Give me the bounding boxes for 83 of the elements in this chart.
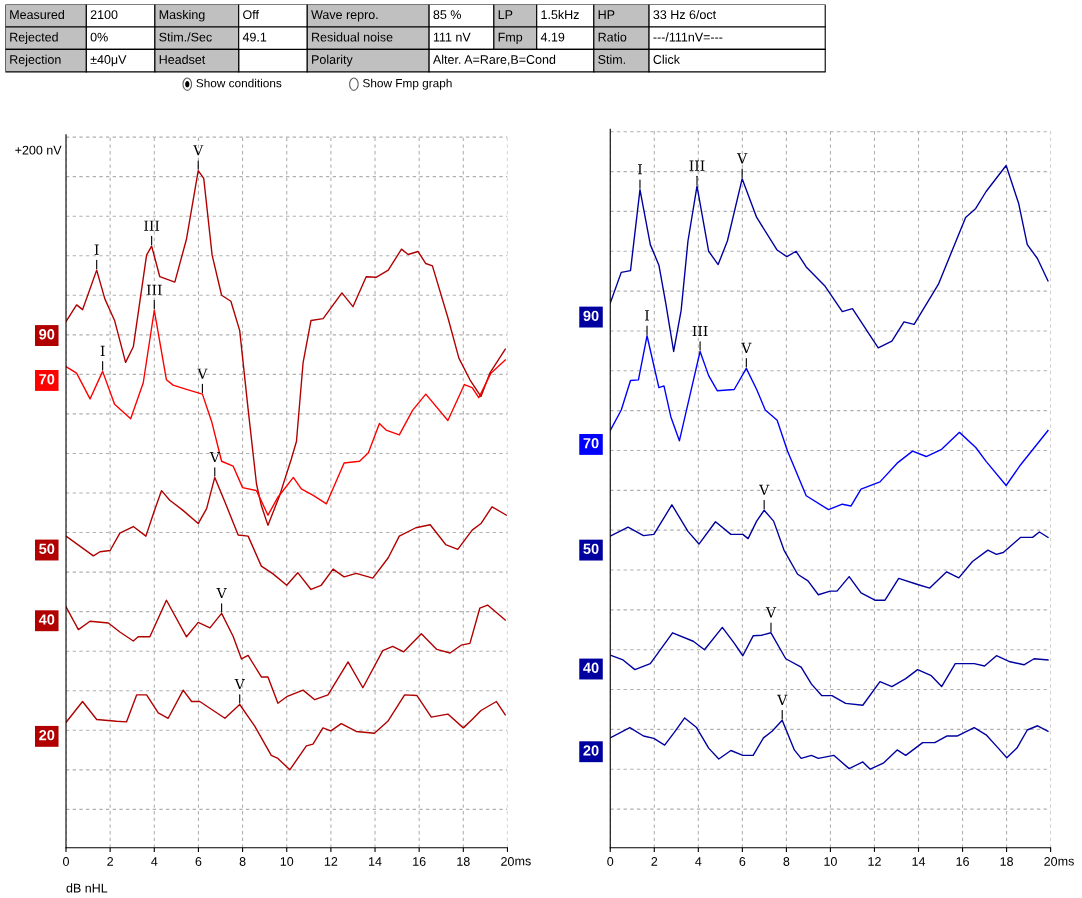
annotation: V: [209, 451, 220, 463]
text: Show conditions: [196, 78, 282, 88]
annotation: I: [94, 244, 99, 255]
text: 2100: [90, 10, 118, 20]
text: 33 Hz 6/oct: [653, 9, 717, 20]
text: ±40μV: [90, 55, 127, 67]
text: 1.5kHz: [541, 9, 579, 20]
text: Fmp: [498, 32, 523, 44]
annotation: V: [765, 607, 777, 618]
text: LP: [498, 10, 513, 19]
annotation: I: [638, 164, 642, 175]
text: Off: [243, 9, 259, 20]
series-label: 40: [38, 614, 55, 625]
annotation: V: [216, 587, 227, 599]
text: Stim./Sec: [159, 32, 212, 42]
text: Measured: [10, 9, 64, 20]
text: Ratio: [598, 32, 627, 42]
x-tick-label: 10: [280, 857, 294, 866]
text: 49.1: [242, 32, 267, 42]
x-tick-label: 12: [324, 857, 338, 866]
x-tick-label: 6: [195, 857, 202, 866]
annotation: V: [777, 694, 788, 705]
x-axis-title: ms: [1058, 858, 1074, 866]
x-tick-label: 10: [824, 857, 837, 866]
series-label: 50: [583, 543, 599, 555]
text: Wave repro.: [311, 10, 378, 22]
text: 85 %: [433, 10, 461, 20]
x-tick-label: 16: [413, 857, 426, 866]
annotation: V: [759, 484, 770, 495]
text: +200 nV: [15, 145, 62, 155]
x-tick-label: 4: [695, 857, 702, 866]
series-label: 70: [583, 438, 599, 449]
annotation: III: [692, 325, 708, 337]
text: Alter. A=Rare,B=Cond: [432, 54, 556, 66]
x-tick-label: 0: [63, 857, 69, 866]
text: Rejection: [10, 54, 61, 67]
series-label: 90: [39, 329, 55, 340]
text: Polarity: [312, 54, 353, 67]
x-tick-label: 0: [607, 857, 614, 866]
x-tick-label: 4: [151, 857, 158, 866]
text: Show Fmp graph: [363, 78, 452, 90]
text: 111 nV: [433, 32, 471, 42]
x-tick-label: 14: [912, 857, 926, 866]
annotation: III: [144, 220, 160, 231]
series-label: 20: [39, 729, 55, 741]
text: Stim.: [598, 54, 625, 64]
text: ---/111nV=---: [653, 32, 723, 42]
x-tick-label: 2: [107, 857, 113, 866]
text: HP: [598, 10, 615, 19]
x-axis-title: ms: [515, 858, 531, 866]
x-tick-label: 18: [1000, 857, 1013, 866]
x-tick-label: 8: [783, 857, 790, 866]
text: 4.19: [540, 32, 565, 42]
text: Headset: [159, 54, 206, 64]
series-label: 40: [583, 662, 599, 673]
annotation: III: [146, 284, 162, 295]
x-tick-label: 2: [651, 857, 658, 866]
text: dB nHL: [66, 883, 108, 893]
annotation: I: [100, 345, 105, 356]
text: 0%: [90, 32, 108, 42]
annotation: I: [645, 310, 649, 321]
annotation: V: [197, 368, 208, 379]
x-tick-label: 8: [239, 857, 246, 866]
series-label: 90: [583, 310, 599, 321]
text: Click: [653, 54, 680, 64]
annotation: V: [741, 342, 752, 353]
text: Masking: [159, 9, 205, 22]
x-tick-label: 14: [369, 857, 382, 866]
annotation: V: [193, 145, 204, 156]
series-label: 20: [583, 745, 599, 756]
x-tick-label: 20: [501, 857, 514, 866]
x-tick-label: 18: [457, 857, 470, 866]
x-tick-label: 6: [739, 857, 746, 866]
annotation: III: [689, 160, 705, 171]
x-tick-label: 20: [1044, 857, 1058, 866]
series-label: 50: [39, 543, 55, 554]
text: Residual noise: [312, 32, 393, 42]
annotation: V: [234, 679, 245, 690]
text: Rejected: [10, 32, 58, 44]
x-tick-label: 12: [868, 857, 881, 866]
x-tick-label: 16: [956, 857, 969, 866]
annotation: V: [736, 153, 748, 164]
series-label: 70: [39, 374, 55, 385]
